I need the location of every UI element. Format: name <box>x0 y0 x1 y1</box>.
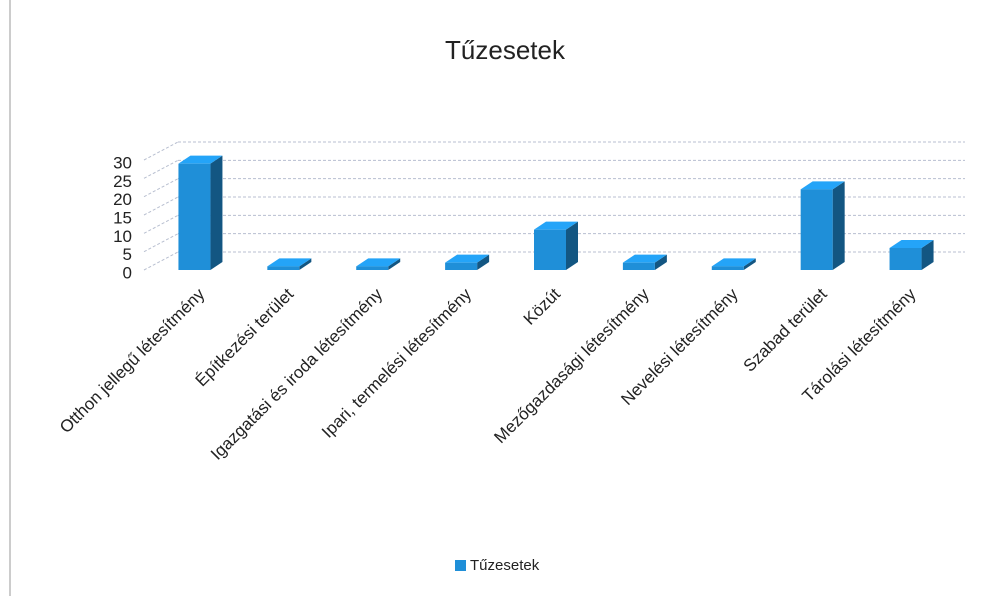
bar-side <box>299 258 312 270</box>
bar-top <box>622 254 667 263</box>
bar <box>178 163 211 270</box>
bar-side <box>210 155 223 270</box>
bar-side <box>832 181 845 270</box>
bar-side <box>388 258 401 270</box>
x-tick-label: Igazgatási és iroda létesítmény <box>207 284 386 463</box>
bar-top <box>800 181 845 190</box>
bar-top <box>356 258 401 267</box>
bar-side <box>477 254 490 270</box>
grid-line <box>143 233 179 253</box>
bar-top <box>178 155 223 164</box>
x-tick-label: Mezőgazdasági létesítmény <box>490 284 653 447</box>
y-tick-label: 10 <box>113 227 132 246</box>
bar <box>711 266 744 270</box>
x-tick-label: Otthon jellegű létesítmény <box>56 284 209 437</box>
y-tick-label: 30 <box>113 153 132 172</box>
bar-top <box>267 258 312 267</box>
x-tick-label: Szabad terület <box>740 284 831 375</box>
legend-swatch <box>455 560 466 571</box>
x-tick-label: Közút <box>520 284 564 328</box>
bar-side <box>921 240 934 270</box>
bar <box>889 248 922 270</box>
y-tick-label: 25 <box>113 172 132 191</box>
grid-line <box>143 196 179 216</box>
grid-line <box>143 178 179 198</box>
grid-line <box>143 159 179 179</box>
legend-label: Tűzesetek <box>470 557 540 574</box>
y-tick-label: 20 <box>113 190 132 209</box>
grid-line <box>143 141 179 161</box>
bar <box>267 266 300 270</box>
bar <box>356 266 389 270</box>
bar <box>445 262 478 270</box>
bar <box>800 189 833 270</box>
y-tick-label: 5 <box>123 245 132 264</box>
y-tick-label: 0 <box>123 263 132 282</box>
bar-top <box>445 254 490 263</box>
grid-line <box>143 251 179 271</box>
x-tick-label: Ipari, termelési létesítmény <box>318 284 475 441</box>
bar <box>534 229 566 270</box>
bar-top <box>534 221 578 230</box>
grid-line <box>143 214 179 234</box>
bar-side <box>743 258 756 270</box>
bar-top <box>889 240 934 248</box>
bar-top <box>711 258 756 267</box>
bar-side <box>654 254 667 270</box>
bar <box>622 262 655 270</box>
y-tick-label: 15 <box>113 208 132 227</box>
chart-title: Tűzesetek <box>445 35 566 65</box>
bar-side <box>566 221 578 270</box>
